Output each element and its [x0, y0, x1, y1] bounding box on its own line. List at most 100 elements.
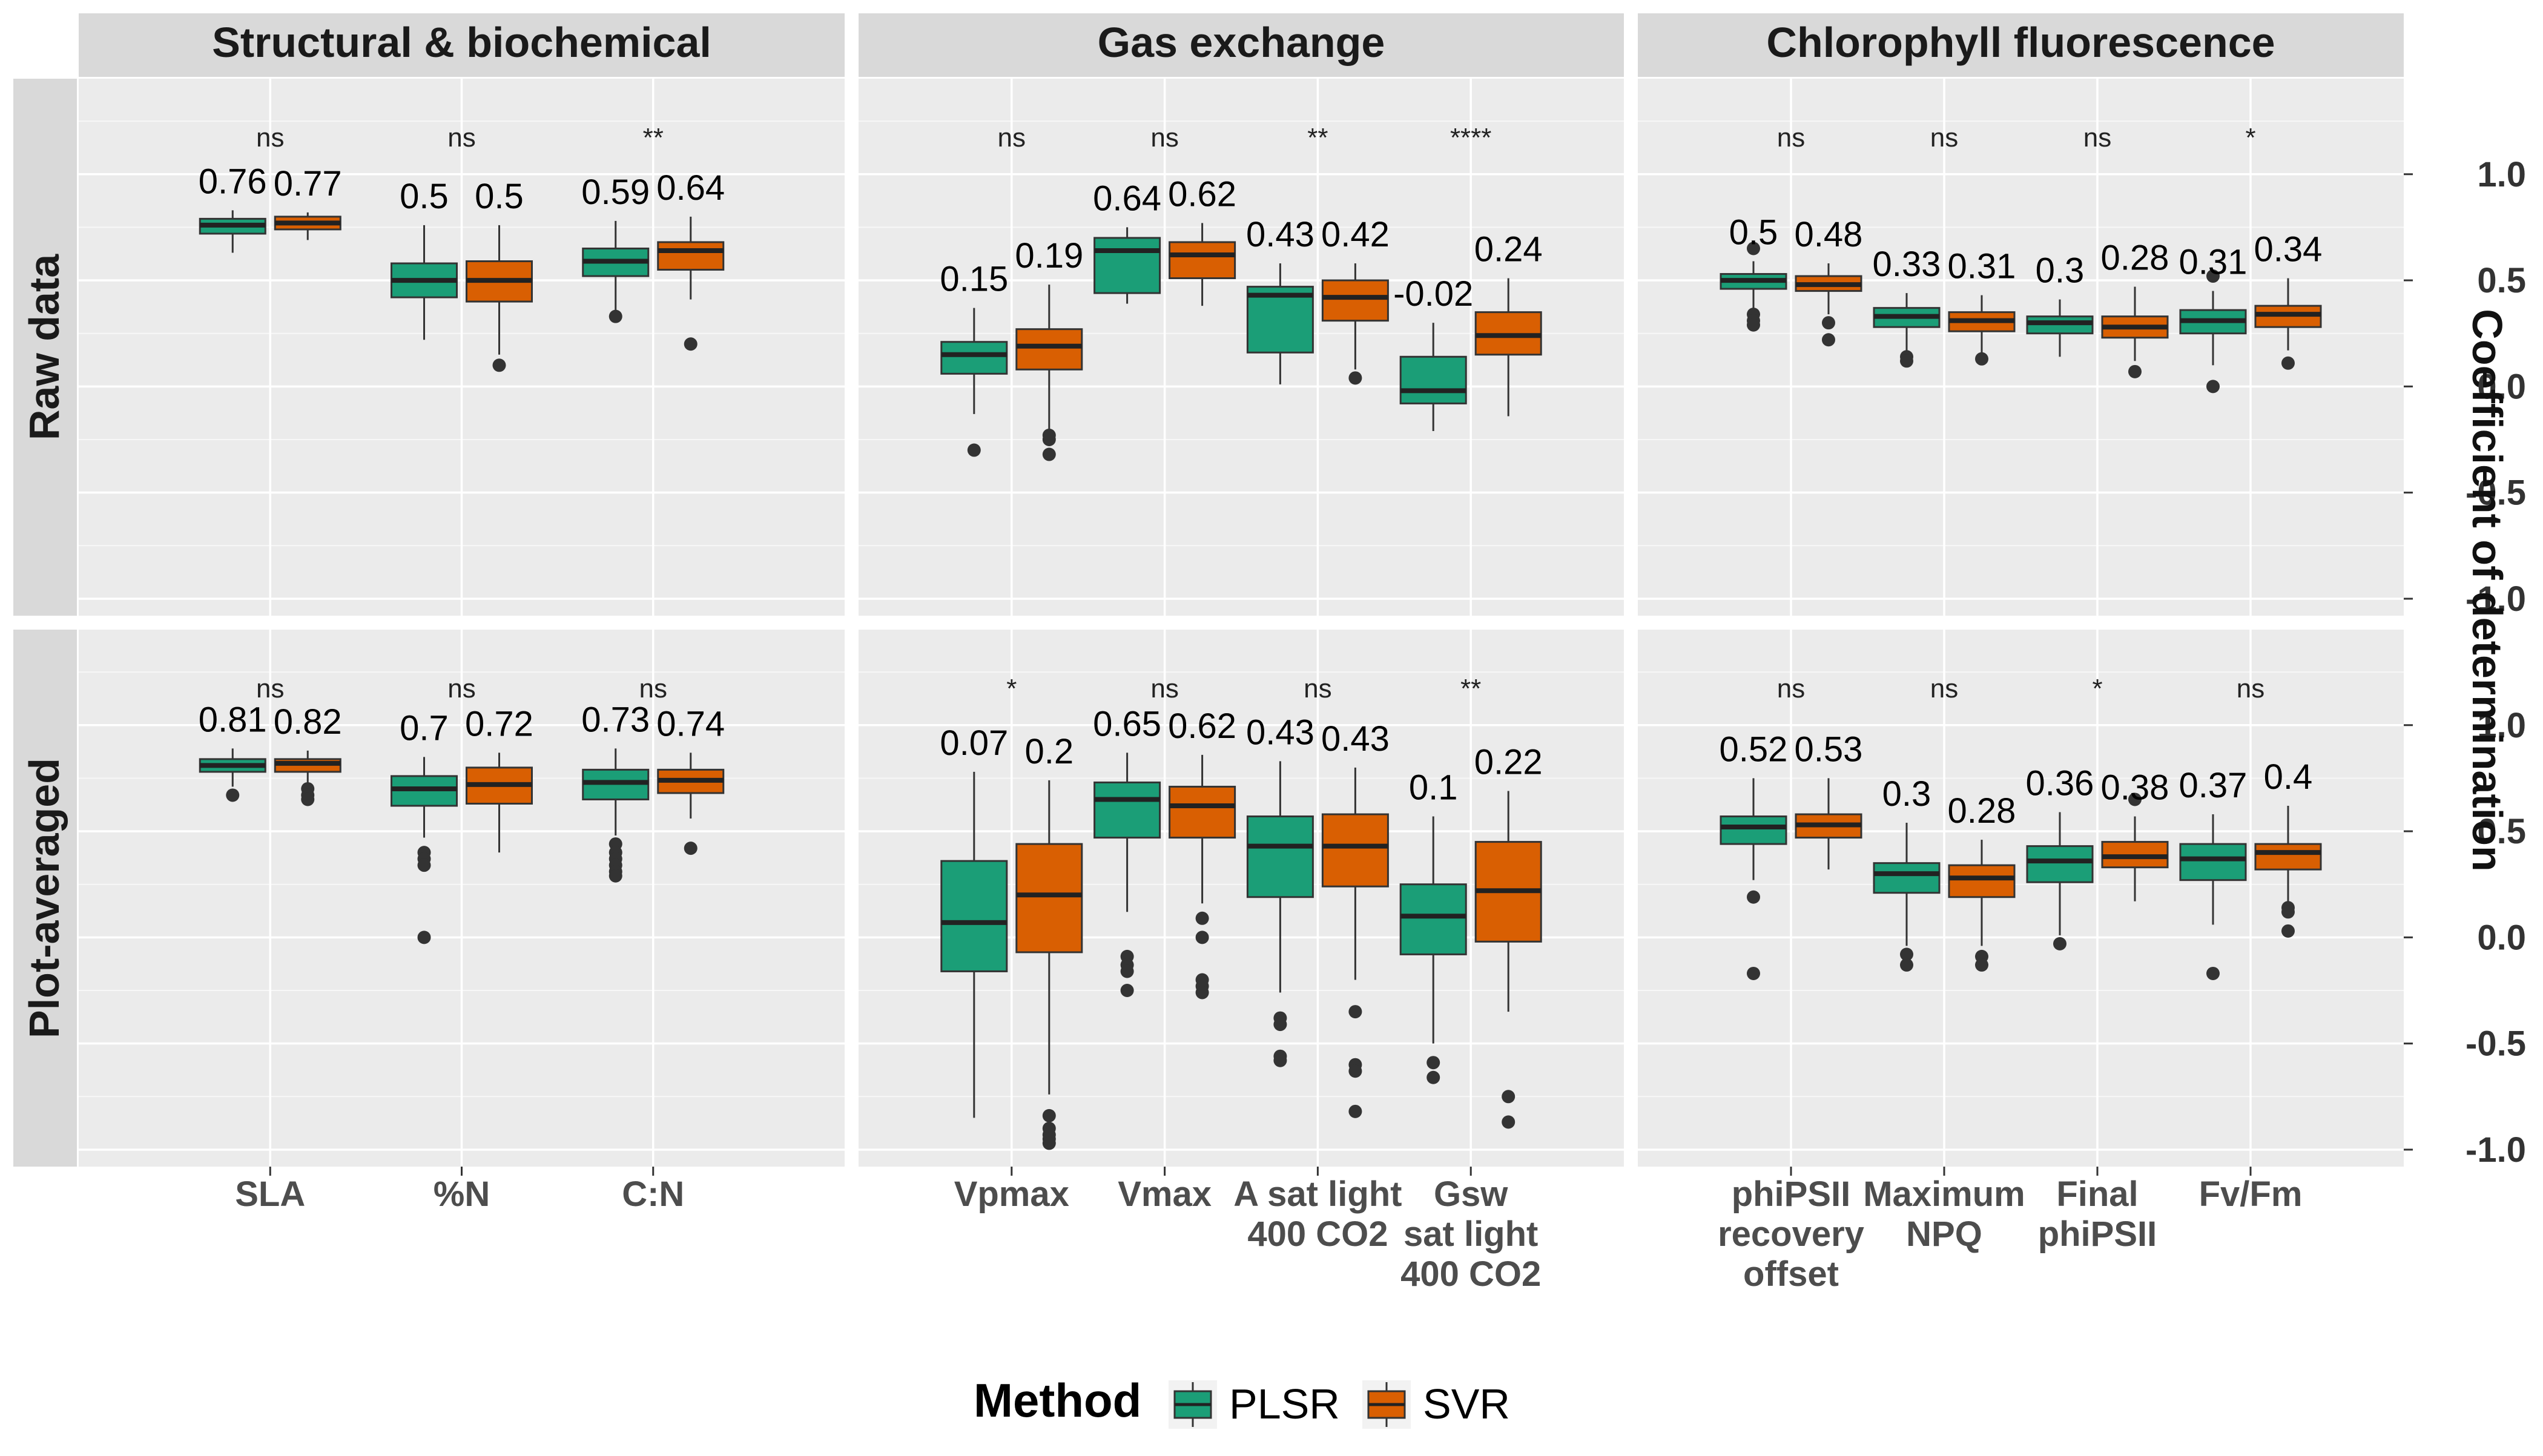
box-svr	[2101, 792, 2169, 901]
box-svr	[1795, 778, 1862, 870]
outlier-point	[2206, 269, 2220, 283]
outlier-point	[1042, 1136, 1056, 1150]
median-label-svr: 0.19	[1015, 236, 1083, 275]
outlier-point	[492, 358, 506, 372]
x-tick-label-line: NPQ	[1906, 1214, 1982, 1254]
outlier-point	[1195, 911, 1209, 925]
significance-label: ns	[1777, 123, 1805, 153]
box-plsr	[1873, 293, 1941, 368]
row-strip-label: Plot-averaged	[21, 758, 68, 1038]
box-iqr	[1399, 355, 1467, 404]
median-label-plsr: 0.36	[2026, 764, 2094, 803]
box-svr	[274, 212, 341, 240]
y-tick-label: 1.0	[2477, 706, 2526, 745]
significance-label: ****	[1450, 123, 1492, 153]
box-iqr	[1399, 883, 1467, 955]
median-label-plsr: 0.07	[940, 723, 1008, 763]
median-label-svr: 0.42	[1321, 215, 1390, 254]
median-label-svr: 0.64	[656, 168, 725, 208]
median-label-plsr: -0.02	[1393, 274, 1473, 314]
median-label-plsr: 0.37	[2179, 766, 2248, 805]
box-plsr	[199, 210, 266, 253]
significance-label: ns	[256, 674, 284, 703]
outlier-point	[1195, 931, 1209, 944]
outlier-point	[1120, 964, 1134, 978]
box-plsr	[1246, 263, 1314, 384]
y-tick-label: 0.0	[2477, 367, 2526, 406]
x-tick-label-line: offset	[1743, 1254, 1839, 1294]
legend: Method PLSR SVR	[974, 1374, 1510, 1429]
outlier-point	[1502, 1090, 1516, 1104]
column-strip-label: Structural & biochemical	[212, 19, 711, 66]
outlier-point	[1900, 354, 1913, 368]
panel-background	[1638, 630, 2404, 1167]
median-label-plsr: 0.59	[581, 173, 650, 212]
outlier-point	[2281, 924, 2295, 938]
row-strip-label: Raw data	[21, 254, 68, 440]
median-label-svr: 0.82	[274, 702, 342, 742]
median-label-plsr: 0.76	[199, 162, 267, 201]
median-label-plsr: 0.52	[1720, 730, 1788, 769]
y-tick-label: -0.5	[2465, 473, 2526, 513]
box-svr	[466, 753, 533, 853]
median-label-plsr: 0.64	[1093, 179, 1161, 218]
box-plsr	[2026, 812, 2094, 950]
median-label-svr: 0.38	[2101, 768, 2169, 808]
significance-label: **	[1460, 674, 1481, 703]
box-svr	[466, 225, 533, 372]
x-tick-label: Fv/Fm	[2199, 1174, 2303, 1214]
box-svr	[1948, 840, 2016, 972]
outlier-point	[2281, 905, 2295, 919]
box-iqr	[2179, 843, 2247, 881]
box-iqr	[1873, 862, 1941, 894]
y-tick-label: 0.5	[2477, 261, 2526, 300]
box-plsr	[199, 748, 266, 802]
outlier-point	[684, 337, 698, 351]
box-plsr	[1399, 816, 1467, 1084]
box-svr	[274, 750, 341, 806]
median-label-svr: 0.22	[1474, 742, 1543, 782]
box-plsr	[1093, 753, 1161, 998]
box-svr	[1015, 285, 1083, 461]
outlier-point	[1975, 352, 1988, 366]
x-tick-label-line: A sat light	[1233, 1174, 1402, 1214]
outlier-point	[301, 792, 315, 806]
median-label-plsr: 0.65	[1093, 704, 1161, 743]
outlier-point	[1975, 958, 1988, 972]
outlier-point	[1747, 242, 1760, 255]
box-plsr	[391, 757, 458, 944]
median-label-plsr: 0.43	[1246, 215, 1314, 254]
outlier-point	[417, 858, 431, 872]
significance-label: ns	[639, 674, 667, 703]
x-tick-label: C:N	[622, 1174, 684, 1214]
legend-label: SVR	[1423, 1380, 1510, 1428]
box-plsr	[2179, 269, 2247, 394]
significance-label: **	[1307, 123, 1328, 153]
box-plsr	[391, 225, 458, 340]
box-iqr	[2254, 843, 2322, 871]
median-label-plsr: 0.5	[1729, 213, 1778, 252]
legend-title: Method	[974, 1374, 1141, 1427]
panel-background	[1638, 79, 2404, 616]
box-iqr	[1169, 785, 1236, 839]
x-tick-label-line: Final	[2056, 1174, 2138, 1214]
outlier-point	[1195, 986, 1209, 1000]
median-label-svr: 0.28	[2101, 239, 2169, 278]
outlier-point	[1822, 333, 1835, 347]
box-plsr	[582, 220, 650, 323]
x-tick-label-line: sat light	[1403, 1214, 1538, 1254]
box-iqr	[940, 860, 1008, 972]
outlier-point	[1273, 1018, 1287, 1032]
box-plsr	[940, 308, 1008, 457]
box-svr	[1321, 263, 1389, 385]
outlier-point	[226, 788, 240, 802]
median-label-svr: 0.48	[1795, 215, 1863, 254]
outlier-point	[2128, 364, 2142, 378]
box-iqr	[1321, 813, 1389, 888]
row-strip	[13, 79, 77, 616]
box-svr	[1321, 767, 1389, 1118]
legend-key	[1362, 1380, 1411, 1429]
median-label-svr: 0.62	[1168, 707, 1236, 746]
